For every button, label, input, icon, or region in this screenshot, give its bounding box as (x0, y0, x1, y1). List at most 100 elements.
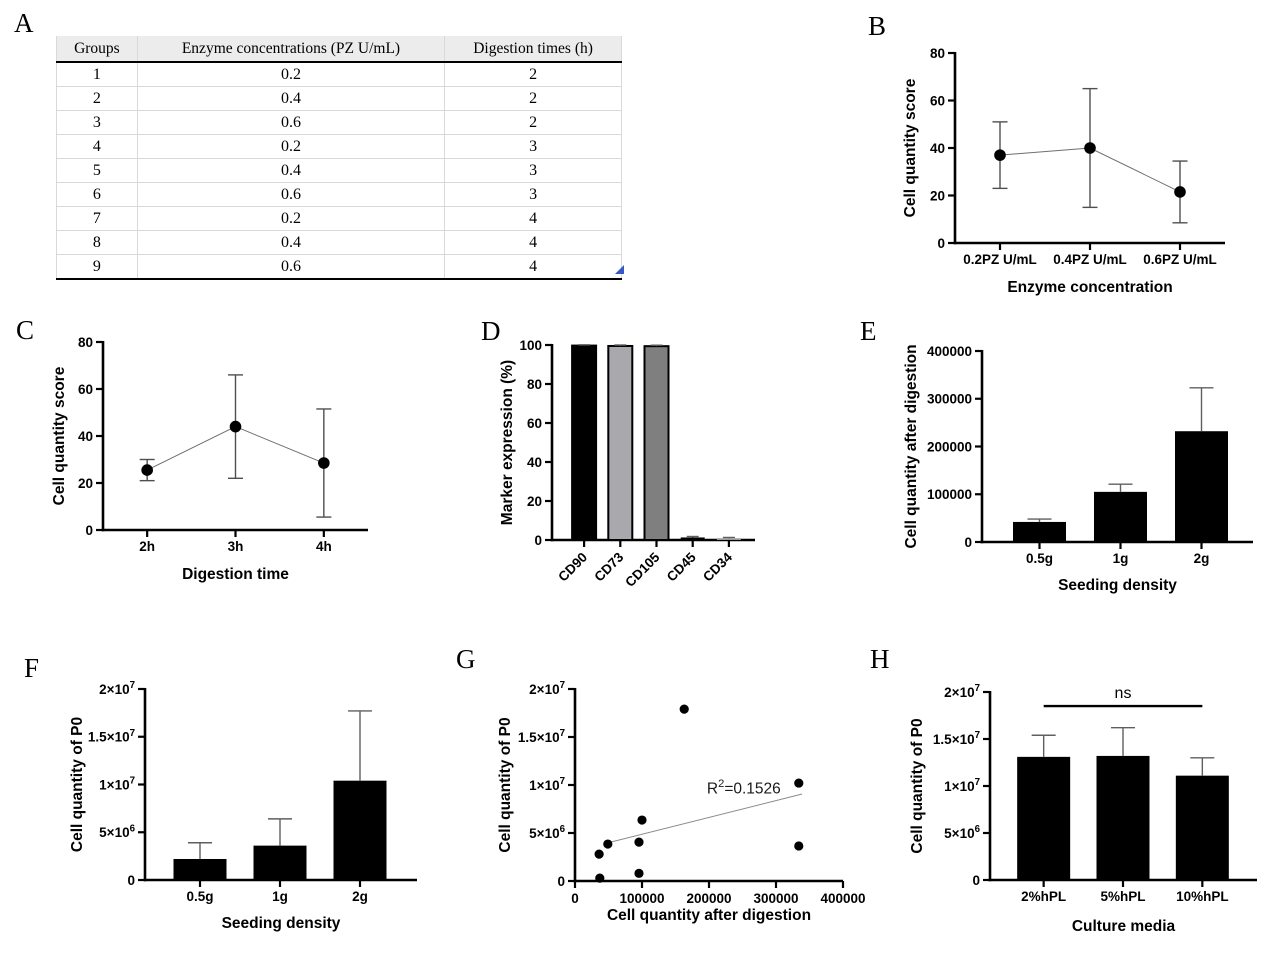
x-tick-label: CD105 (622, 549, 663, 590)
table-row: 7 0.2 4 (56, 206, 622, 231)
x-axis-label: Seeding density (1058, 577, 1177, 594)
y-tick-label: 20 (527, 494, 542, 509)
table-resize-handle-icon[interactable] (615, 265, 624, 274)
y-tick-label: 5×106 (99, 823, 135, 840)
x-tick-label: 2g (352, 889, 368, 904)
table-cell: 6 (56, 182, 138, 207)
x-tick-label: 4h (316, 539, 332, 554)
bar-5%hPL (1096, 755, 1150, 880)
panel-label-e: E (860, 316, 877, 346)
y-axis-label: Cell quantity score (51, 366, 68, 505)
x-tick-label: 200000 (686, 891, 731, 906)
data-point (794, 778, 804, 788)
x-tick-label: 2%hPL (1021, 889, 1066, 904)
chart-p0-yield-bars: 0 5×106 1×107 1.5×107 2×107 Cell quantity of … (69, 680, 417, 932)
chart-enzyme-concentration-line: 0 20 40 60 80 Cell quantity score Enzyme conce… (902, 46, 1225, 296)
chart-correlation-scatter: 0 5×106 1×107 1.5×107 2×107 Cell quantity of … (497, 680, 866, 924)
x-tick-label: CD45 (664, 549, 699, 584)
table-header-row: Groups Enzyme concentrations (PZ U/mL) Dig… (56, 36, 622, 63)
y-tick-label: 0 (534, 533, 542, 548)
table-cell: 5 (56, 158, 138, 183)
data-point (634, 868, 644, 878)
table-cell: 3 (444, 134, 622, 159)
bar-CD105 (643, 345, 670, 541)
table-cell: 7 (56, 206, 138, 231)
x-tick-label: 100000 (619, 891, 664, 906)
y-tick-label: 0 (557, 874, 565, 889)
panel-label-c: C (16, 315, 35, 345)
data-point (1084, 142, 1096, 154)
x-tick-label: 2h (139, 539, 155, 554)
y-tick-label: 400000 (927, 344, 972, 359)
table-cell: 0.6 (136, 110, 445, 135)
y-tick-label: 0 (964, 535, 972, 550)
table-row: 2 0.4 2 (56, 86, 622, 111)
panel-label-d: D (481, 316, 501, 346)
x-tick-label: 0 (571, 891, 579, 906)
chart-digestion-yield-bars: 0 100000 200000 300000 400000 Cell quantity a… (903, 344, 1253, 594)
y-tick-label: 0 (937, 236, 945, 251)
table-header-cell: Digestion times (h) (444, 36, 622, 63)
table-cell: 0.4 (136, 230, 445, 255)
y-tick-label: 80 (527, 377, 542, 392)
y-tick-label: 2×107 (529, 680, 565, 697)
table-row: 8 0.4 4 (56, 230, 622, 255)
bar-CD45 (680, 537, 705, 540)
y-axis-label: Marker expression (%) (499, 360, 516, 525)
y-axis-label: Cell quantity after digestion (903, 344, 920, 548)
x-tick-label: 400000 (820, 891, 865, 906)
table-row: 6 0.6 3 (56, 182, 622, 207)
table-cell: 4 (56, 134, 138, 159)
x-tick-label: 0.5g (1026, 551, 1053, 566)
x-tick-label: 0.4PZ U/mL (1053, 252, 1127, 267)
table-cell: 8 (56, 230, 138, 255)
table-cell: 0.6 (136, 254, 445, 280)
data-point (141, 464, 153, 476)
y-tick-label: 80 (78, 335, 93, 350)
x-tick-label: 0.6PZ U/mL (1143, 252, 1217, 267)
table-cell: 3 (444, 182, 622, 207)
data-point (679, 704, 689, 714)
comparison-label: ns (1115, 685, 1132, 702)
data-point (318, 457, 330, 469)
table-cell: 4 (444, 230, 622, 255)
data-point (994, 149, 1006, 161)
x-tick-label: 1g (272, 889, 288, 904)
y-tick-label: 20 (78, 476, 93, 491)
panel-label-g: G (456, 644, 476, 674)
bar-2%hPL (1017, 756, 1071, 880)
trend-line (603, 793, 803, 845)
x-tick-label: 2g (1194, 551, 1210, 566)
panel-label-f: F (24, 653, 40, 683)
table-cell: 4 (444, 206, 622, 231)
bar-1g (1094, 491, 1147, 542)
table-header-cell: Groups (56, 36, 138, 63)
y-tick-label: 200000 (927, 439, 972, 454)
x-tick-label: 5%hPL (1100, 889, 1145, 904)
data-point (595, 873, 605, 883)
axes (96, 340, 368, 537)
y-tick-label: 60 (527, 416, 542, 431)
y-tick-label: 1×107 (529, 776, 565, 793)
y-tick-label: 80 (930, 46, 945, 61)
y-tick-label: 0 (972, 873, 980, 888)
y-tick-label: 5×106 (944, 824, 980, 841)
y-axis-label: Cell quantity of P0 (909, 718, 926, 853)
y-tick-label: 5×106 (529, 824, 565, 841)
y-tick-label: 1×107 (944, 777, 980, 794)
table-cell: 4 (444, 254, 622, 280)
y-tick-label: 0 (85, 523, 93, 538)
bar-10%hPL (1175, 775, 1229, 880)
y-tick-label: 40 (78, 429, 93, 444)
table-row: 9 0.6 4 (56, 254, 622, 280)
x-tick-label: 1g (1113, 551, 1129, 566)
table-cell: 0.4 (136, 158, 445, 183)
x-axis-label: Digestion time (182, 566, 289, 583)
table-row: 1 0.2 2 (56, 62, 622, 87)
y-tick-label: 40 (930, 141, 945, 156)
panel-label-b: B (868, 11, 887, 41)
table-row: 4 0.2 3 (56, 134, 622, 159)
x-axis-label: Culture media (1072, 918, 1176, 935)
